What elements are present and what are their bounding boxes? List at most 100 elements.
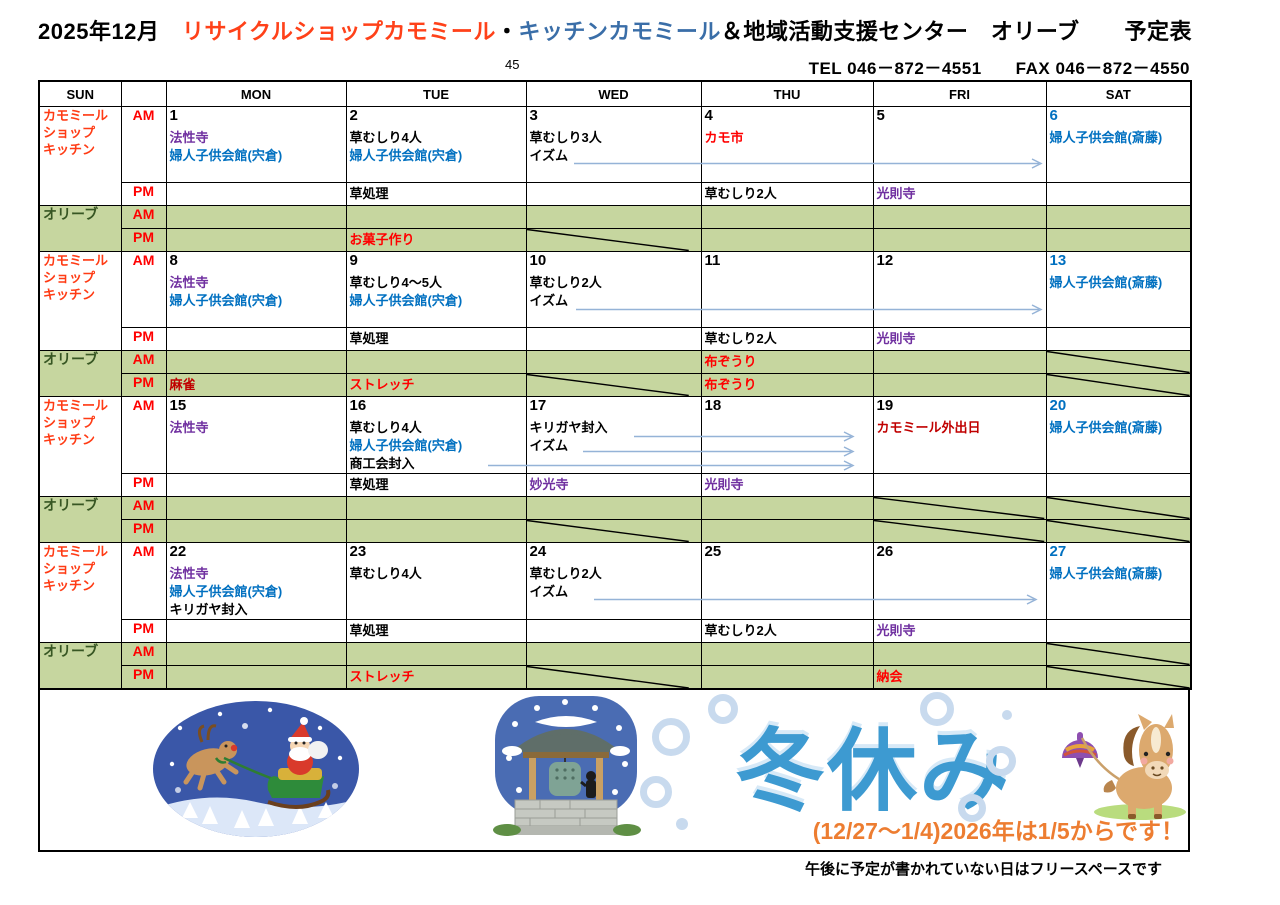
date-number: 17 <box>529 397 547 415</box>
cell-am-day3: 3 草むしり3人 イズム <box>525 106 702 183</box>
cell-olive_am-day24 <box>525 642 702 666</box>
temple-bell-illustration <box>493 696 641 836</box>
cell-olive_pm-day15 <box>165 519 347 543</box>
am-label: AM <box>120 642 167 666</box>
schedule-entry: 法性寺 <box>169 420 209 435</box>
week-3-chamomile-am-row: カモミール ショップ キッチン AM 15 法性寺 16 草むしり4人 婦人子供会館(宍倉) 商工… <box>38 396 1192 497</box>
cell-olive_pm-day3 <box>525 228 702 252</box>
pm-label: PM <box>120 519 167 543</box>
pm-label: PM <box>120 619 167 643</box>
cell-am-day4: 4 カモ市 <box>700 106 874 183</box>
cell-am-day24: 24 草むしり2人 イズム <box>525 542 702 620</box>
schedule-entry: 草処理 <box>349 331 389 346</box>
header-spacer <box>120 80 167 107</box>
date-number: 19 <box>876 397 894 415</box>
cell-pm-day23: 草処理 <box>345 619 527 643</box>
header-tue: TUE <box>345 80 527 107</box>
title-kitchen: キッチンカモミール <box>518 19 721 44</box>
date-number: 18 <box>704 397 722 415</box>
schedule-entry: 婦人子供会館(宍倉) <box>169 148 283 163</box>
cell-olive_am-day5 <box>872 205 1047 229</box>
cell-olive_pm-day10 <box>525 373 702 397</box>
winter-break-dates-note: (12/27～1/4)2026年は1/5からです！ <box>812 818 1184 844</box>
schedule-entry: 婦人子供会館(斎藤) <box>1049 130 1163 145</box>
schedule-entry: 婦人子供会館(宍倉) <box>349 293 463 308</box>
week-2-olive-pm-row: PM 麻雀 ストレッチ 布ぞうり <box>39 373 1192 397</box>
row-group-chamomile: カモミール ショップ キッチン <box>38 251 122 351</box>
cell-am-day1: 1 法性寺 婦人子供会館(宍倉) <box>165 106 347 183</box>
am-label: AM <box>120 106 167 183</box>
schedule-entry: 草むしり2人 <box>704 331 777 346</box>
cell-olive_pm-day4 <box>700 228 874 252</box>
cell-olive_pm-day25 <box>700 665 874 690</box>
cell-olive_am-day13 <box>1045 350 1192 374</box>
row-group-chamomile: カモミール ショップ キッチン <box>38 542 122 643</box>
cell-olive_pm-day9: ストレッチ <box>345 373 527 397</box>
cell-pm-day16: 草処理 <box>345 473 527 497</box>
cell-olive_pm-day27 <box>1045 665 1192 690</box>
pm-label: PM <box>120 327 167 351</box>
horse-and-top-illustration <box>1062 714 1186 820</box>
header-wed: WED <box>525 80 702 107</box>
week-3-olive-am-row: オリーブ AM <box>38 496 1192 543</box>
cell-pm-day26: 光則寺 <box>872 619 1047 643</box>
calendar-table: SUN MON TUE WED THU FRI SAT カモミール ショップ キッチ… <box>38 80 1192 690</box>
date-number: 9 <box>349 252 358 270</box>
schedule-entry: お菓子作り <box>349 232 415 247</box>
title-rest: ＆地域活動支援センター オリーブ 予定表 <box>720 19 1193 44</box>
pm-label: PM <box>120 473 167 497</box>
cell-olive_am-day16 <box>345 496 527 520</box>
cell-pm-day9: 草処理 <box>345 327 527 351</box>
row-group-olive: オリーブ <box>38 496 122 543</box>
week-3-olive-pm-row: PM <box>39 519 1192 543</box>
cell-pm-day2: 草処理 <box>345 182 527 206</box>
cell-olive_am-day22 <box>165 642 347 666</box>
cell-olive_pm-day13 <box>1045 373 1192 397</box>
cell-pm-day17: 妙光寺 <box>525 473 702 497</box>
am-label: AM <box>120 251 167 328</box>
am-label: AM <box>120 205 167 229</box>
schedule-entry: イズム <box>529 293 569 308</box>
cell-pm-day27 <box>1045 619 1192 643</box>
cell-am-day15: 15 法性寺 <box>165 396 347 474</box>
week-4-chamomile-am-row: カモミール ショップ キッチン AM 22 法性寺 婦人子供会館(宍倉) キリガヤ封入 23 草む… <box>38 542 1192 643</box>
cell-olive_am-day6 <box>1045 205 1192 229</box>
week-2-chamomile-pm-row: PM 草処理 草むしり2人 光則寺 <box>39 327 1192 351</box>
am-label: AM <box>120 496 167 520</box>
cell-am-day6: 6 婦人子供会館(斎藤) <box>1045 106 1192 183</box>
pm-label: PM <box>120 665 167 690</box>
date-number: 8 <box>169 252 178 270</box>
cell-olive_am-day4 <box>700 205 874 229</box>
date-number: 22 <box>169 543 187 561</box>
date-number: 27 <box>1049 543 1067 561</box>
schedule-entry: 法性寺 <box>169 130 209 145</box>
schedule-entry: 光則寺 <box>876 623 916 638</box>
snow-ring-icon <box>958 794 986 822</box>
schedule-entry: 草むしり4～5人 <box>349 275 442 290</box>
cell-pm-day3 <box>525 182 702 206</box>
cell-olive_pm-day22 <box>165 665 347 690</box>
schedule-entry: 草処理 <box>349 623 389 638</box>
cell-olive_am-day15 <box>165 496 347 520</box>
schedule-entry: 婦人子供会館(宍倉) <box>169 293 283 308</box>
schedule-entry: 草むしり2人 <box>704 186 777 201</box>
date-number: 16 <box>349 397 367 415</box>
schedule-entry: イズム <box>529 584 569 599</box>
schedule-entry: キリガヤ封入 <box>529 420 608 435</box>
schedule-entry: ストレッチ <box>349 669 415 684</box>
schedule-entry: カモミール外出日 <box>876 420 981 435</box>
schedule-entry: 草むしり2人 <box>529 566 602 581</box>
schedule-entry: キリガヤ封入 <box>169 602 248 617</box>
cell-pm-day12: 光則寺 <box>872 327 1047 351</box>
am-label: AM <box>120 350 167 374</box>
snow-ring-icon <box>986 746 1016 776</box>
date-number: 13 <box>1049 252 1067 270</box>
cell-am-day10: 10 草むしり2人 イズム <box>525 251 702 328</box>
cell-pm-day20 <box>1045 473 1192 497</box>
cell-olive_pm-day23: ストレッチ <box>345 665 527 690</box>
schedule-entry: 婦人子供会館(斎藤) <box>1049 566 1163 581</box>
week-3-chamomile-pm-row: PM 草処理 妙光寺 光則寺 <box>39 473 1192 497</box>
schedule-entry: 草むしり3人 <box>529 130 602 145</box>
date-number: 11 <box>704 252 721 270</box>
